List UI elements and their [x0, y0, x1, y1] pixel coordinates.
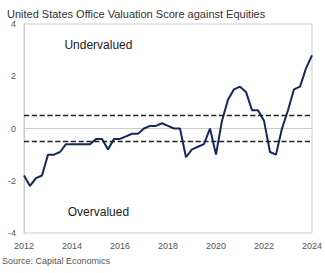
svg-text:2020: 2020	[206, 241, 226, 251]
svg-text:United States Office Valuation: United States Office Valuation Score aga…	[7, 8, 266, 20]
svg-text:2018: 2018	[158, 241, 178, 251]
svg-text:4: 4	[11, 19, 16, 29]
svg-text:Undervalued: Undervalued	[64, 38, 132, 52]
svg-text:2016: 2016	[110, 241, 130, 251]
svg-text:2022: 2022	[254, 241, 274, 251]
svg-text:-4: -4	[8, 228, 16, 238]
svg-text:Source: Capital Economics: Source: Capital Economics	[2, 256, 111, 266]
svg-text:0: 0	[11, 124, 16, 134]
svg-text:2012: 2012	[14, 241, 34, 251]
svg-text:-2: -2	[8, 176, 16, 186]
svg-text:2: 2	[11, 71, 16, 81]
svg-text:Overvalued: Overvalued	[68, 205, 129, 219]
svg-text:2014: 2014	[62, 241, 82, 251]
svg-text:2024: 2024	[302, 241, 322, 251]
